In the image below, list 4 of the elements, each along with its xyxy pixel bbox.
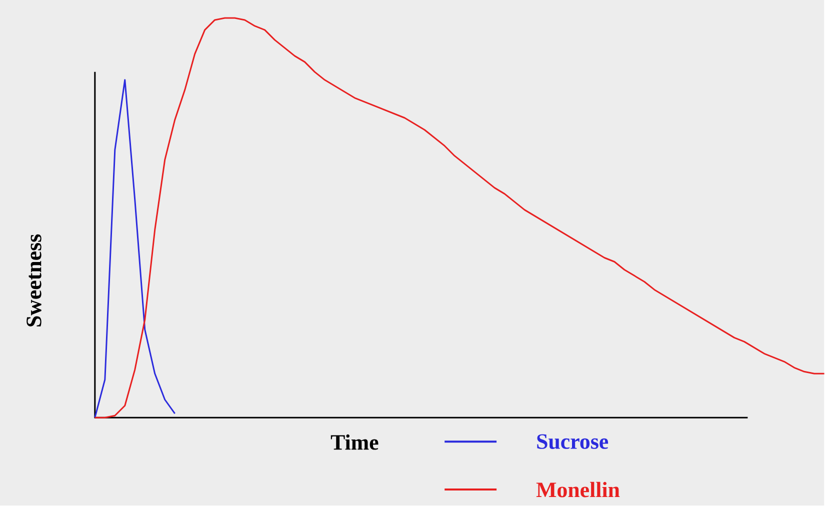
x-axis-title: Time <box>330 434 378 450</box>
legend-label: Sucrose <box>537 434 608 450</box>
y-axis-title: Sweetness <box>26 234 42 327</box>
legend-label: Monellin <box>536 482 620 498</box>
